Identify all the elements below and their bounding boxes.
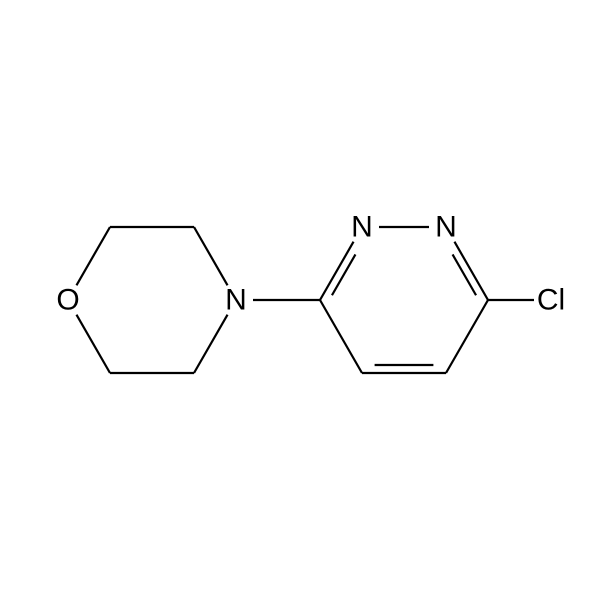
bond	[453, 242, 488, 300]
bond	[446, 300, 488, 373]
bond	[194, 227, 228, 285]
atom-label-o: O	[56, 284, 79, 317]
bond	[320, 300, 362, 373]
bond	[76, 227, 110, 285]
bond	[76, 315, 110, 373]
atom-label-n: N	[225, 284, 247, 317]
bond	[194, 315, 228, 373]
bond	[362, 365, 446, 373]
atom-label-n: N	[351, 211, 373, 244]
chemical-structure: O N N N Cl	[0, 0, 600, 600]
atom-label-n: N	[435, 211, 457, 244]
bond	[320, 242, 355, 300]
atom-label-cl: Cl	[537, 284, 565, 317]
